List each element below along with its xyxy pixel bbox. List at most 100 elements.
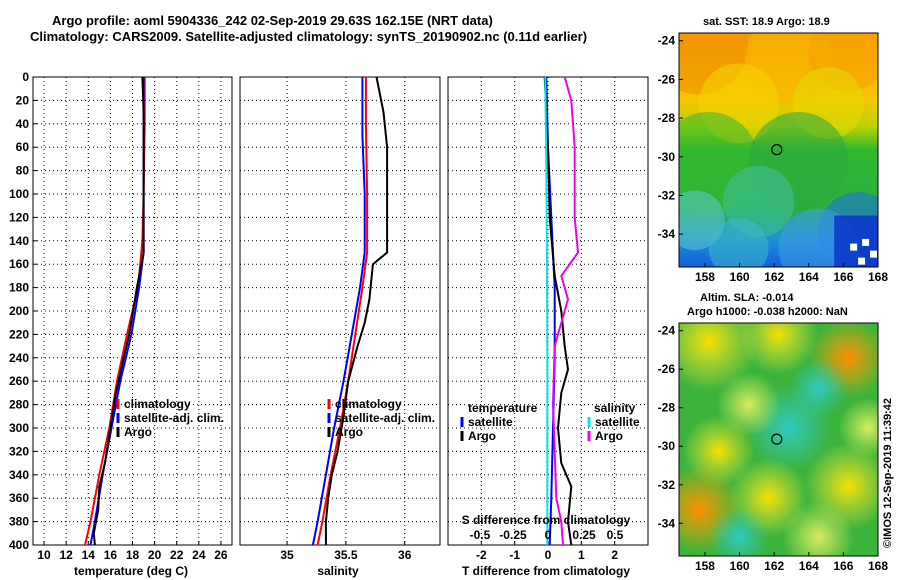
diff-top-tick-label: -0.5 xyxy=(470,528,491,542)
depth-tick-label: 120 xyxy=(9,210,29,224)
depth-tick-label: 140 xyxy=(9,234,29,248)
sla-ytick-label: -30 xyxy=(658,439,676,453)
depth-tick-label: 380 xyxy=(9,515,29,529)
depth-tick-label: 60 xyxy=(16,140,30,154)
sst-missing-cell xyxy=(862,238,870,246)
sal-legend-label: climatology xyxy=(335,397,402,411)
temperature-xtick-label: 20 xyxy=(148,548,162,562)
salinity-xtick-label: 36 xyxy=(398,548,412,562)
differences-series-s-satellite xyxy=(544,76,549,545)
depth-tick-label: 40 xyxy=(16,117,30,131)
temperature-xtick-label: 26 xyxy=(214,548,228,562)
temperature-panel: 10 12 14 16 18 20 22 24 260204060801001201401601… xyxy=(9,70,233,578)
diff-top-tick-label: 0 xyxy=(545,528,552,542)
depth-tick-label: 20 xyxy=(16,93,30,107)
sst-ytick-label: -28 xyxy=(658,111,676,125)
diff-legend-t-label: satellite xyxy=(468,415,513,429)
diff-top-tick-label: 0.25 xyxy=(572,528,596,542)
salinity-series-climatology xyxy=(316,77,369,546)
differences-xtick-label: -2 xyxy=(476,548,487,562)
sla-xtick-label: 158 xyxy=(695,559,715,573)
temperature-xtick-label: 12 xyxy=(59,548,73,562)
depth-tick-label: 220 xyxy=(9,327,29,341)
sla-argo-location-marker xyxy=(771,433,783,445)
sst-ytick-label: -30 xyxy=(658,150,676,164)
sla-ytick-label: -26 xyxy=(658,362,676,376)
depth-tick-label: 180 xyxy=(9,281,29,295)
sla-anomaly-blob xyxy=(782,501,855,556)
sst-missing-cell xyxy=(870,250,878,258)
salinity-series-argo xyxy=(324,76,389,545)
temperature-xlabel: temperature (deg C) xyxy=(74,564,188,578)
diff-xlabel-top: S difference from climatology xyxy=(462,513,631,527)
sla-anomaly-blob xyxy=(679,323,759,392)
temperature-xtick-label: 14 xyxy=(82,548,96,562)
sla-xtick-label: 166 xyxy=(833,559,853,573)
sst-map-title: sat. SST: 18.9 Argo: 18.9 xyxy=(703,16,830,28)
title-line-2: Climatology: CARS2009. Satellite-adjuste… xyxy=(30,29,587,44)
sst-xtick-label: 160 xyxy=(730,270,750,284)
differences-xtick-label: 1 xyxy=(578,548,585,562)
depth-tick-label: 320 xyxy=(9,444,29,458)
diff-legend-s-label: Argo xyxy=(595,429,623,443)
sst-ytick-label: -24 xyxy=(658,34,676,48)
sst-xtick-label: 164 xyxy=(799,270,819,284)
differences-xtick-label: 0 xyxy=(545,548,552,562)
sst-frame xyxy=(678,32,879,268)
temp-legend-label: climatology xyxy=(124,397,191,411)
sst-map: sat. SST: 18.9 Argo: 18.9 158 160 162 164 16… xyxy=(658,16,889,284)
sla-ytick-label: -24 xyxy=(658,324,676,338)
sst-field xyxy=(679,33,878,267)
differences-series-t-argo xyxy=(543,76,573,546)
sst-xtick-label: 168 xyxy=(868,270,888,284)
sst-xtick-label: 162 xyxy=(764,270,784,284)
temperature-xtick-label: 24 xyxy=(192,548,206,562)
diff-legend-temperature-title: temperature xyxy=(468,401,538,415)
sla-ytick-label: -32 xyxy=(658,478,676,492)
diff-top-tick-label: -0.25 xyxy=(499,528,527,542)
depth-tick-label: 0 xyxy=(22,70,29,84)
temp-legend-label: satellite-adj. clim. xyxy=(124,411,224,425)
sla-frame xyxy=(678,322,879,557)
sst-ytick-label: -26 xyxy=(658,72,676,86)
differences-xtick-label: -1 xyxy=(509,548,520,562)
sla-field xyxy=(679,323,878,556)
sst-ytick-label: -34 xyxy=(658,227,676,241)
depth-tick-label: 400 xyxy=(9,538,29,552)
salinity-series-satellite-adj-clim- xyxy=(311,77,366,546)
depth-tick-label: 160 xyxy=(9,257,29,271)
sst-ytick-label: -32 xyxy=(658,188,676,202)
credit-text: ©IMOS 12-Sep-2019 11:39:42 xyxy=(882,398,894,548)
temp-legend-label: Argo xyxy=(124,425,152,439)
sst-xtick-label: 158 xyxy=(695,270,715,284)
temperature-xtick-label: 18 xyxy=(126,548,140,562)
sla-anomaly-blob xyxy=(716,372,781,437)
sst-argo-location-marker xyxy=(771,144,783,156)
sla-anomaly-blob xyxy=(788,358,849,419)
temperature-xtick-label: 22 xyxy=(170,548,184,562)
sla-map-title-1: Altim. SLA: -0.014 xyxy=(700,292,794,304)
salinity-panel: 35 35.5 36 salinity climatologysatellite-adj… xyxy=(239,76,441,578)
depth-tick-label: 240 xyxy=(9,351,29,365)
temperature-xtick-label: 10 xyxy=(37,548,51,562)
sst-cold-patch xyxy=(834,215,878,267)
sla-anomaly-blob xyxy=(708,507,769,556)
depth-tick-label: 260 xyxy=(9,374,29,388)
sla-xtick-label: 162 xyxy=(764,559,784,573)
sst-patch xyxy=(708,218,769,267)
sla-ytick-label: -28 xyxy=(658,401,676,415)
depth-tick-label: 300 xyxy=(9,421,29,435)
difference-panel: -2 -1 0 1 2 T difference from climatology S di… xyxy=(447,76,649,578)
depth-tick-label: 80 xyxy=(16,164,30,178)
salinity-xtick-label: 35.5 xyxy=(334,548,358,562)
sla-anomaly-blob xyxy=(738,323,819,375)
diff-legend-salinity-title: salinity xyxy=(594,401,636,415)
sla-map: Altim. SLA: -0.014 Argo h1000: -0.038 h2… xyxy=(658,292,889,573)
differences-series-s-argo xyxy=(551,76,580,546)
sla-xtick-label: 164 xyxy=(799,559,819,573)
depth-tick-label: 200 xyxy=(9,304,29,318)
depth-tick-label: 280 xyxy=(9,398,29,412)
sst-xtick-label: 166 xyxy=(833,270,853,284)
title-line-1: Argo profile: aoml 5904336_242 02-Sep-20… xyxy=(52,13,493,28)
salinity-xlabel: salinity xyxy=(317,564,359,578)
